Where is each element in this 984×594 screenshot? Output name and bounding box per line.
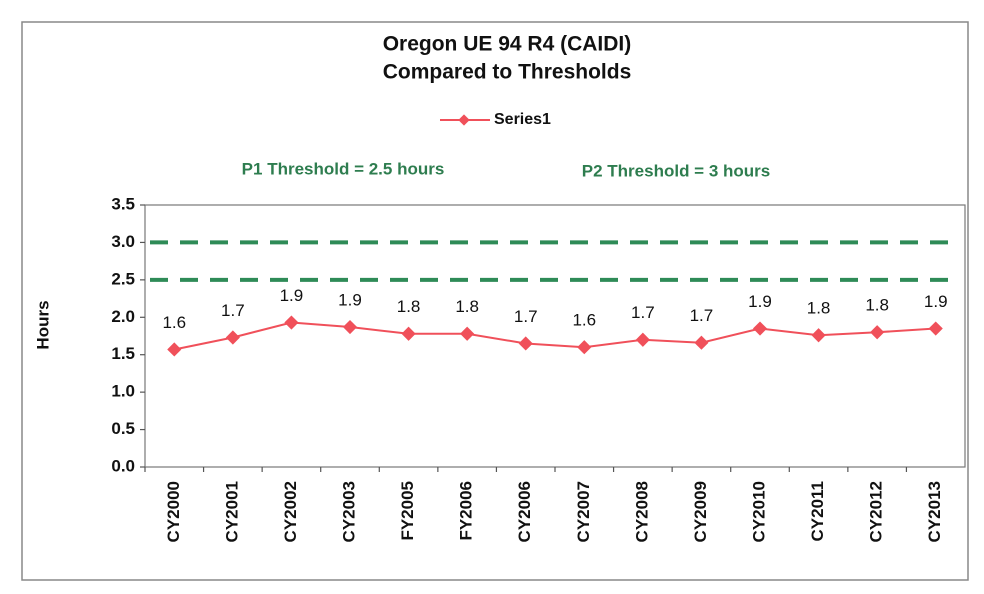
data-label: 1.7 — [631, 303, 655, 322]
x-tick-label: FY2006 — [457, 481, 476, 541]
chart-title: Oregon UE 94 R4 (CAIDI) — [383, 33, 632, 56]
data-label: 1.7 — [690, 306, 714, 325]
data-label: 1.9 — [280, 286, 304, 305]
y-tick-label: 0.0 — [111, 456, 135, 475]
data-label: 1.7 — [221, 301, 245, 320]
data-point — [401, 326, 416, 341]
y-tick-label: 3.0 — [111, 232, 135, 251]
annotation: P1 Threshold = 2.5 hours — [242, 159, 445, 178]
data-point — [577, 340, 592, 355]
chart-frame — [21, 21, 969, 581]
y-tick-label: 2.0 — [111, 307, 135, 326]
data-point — [870, 325, 885, 340]
data-label: 1.9 — [338, 291, 362, 310]
x-tick-label: CY2003 — [339, 481, 358, 542]
x-tick-label: CY2002 — [281, 481, 300, 542]
data-label: 1.6 — [162, 313, 186, 332]
data-point — [752, 321, 768, 336]
data-point — [167, 342, 182, 357]
y-axis-label: Hours — [33, 300, 52, 349]
y-tick-label: 2.5 — [111, 269, 135, 288]
y-tick-label: 1.0 — [111, 382, 135, 401]
data-point — [694, 335, 709, 350]
x-tick-label: CY2012 — [867, 481, 886, 542]
series-line — [174, 321, 936, 351]
data-label: 1.9 — [924, 292, 948, 311]
x-tick-label: CY2007 — [574, 481, 593, 542]
data-label: 1.8 — [397, 297, 421, 316]
data-label: 1.8 — [807, 299, 831, 318]
x-tick-label: CY2009 — [691, 481, 710, 542]
data-label: 1.7 — [514, 307, 538, 326]
data-point — [284, 315, 299, 330]
chart-subtitle: Compared to Thresholds — [383, 61, 632, 84]
x-tick-label: CY2013 — [925, 481, 944, 542]
x-tick-label: CY2001 — [222, 481, 241, 542]
y-tick-label: 1.5 — [111, 344, 135, 363]
x-tick-label: CY2010 — [749, 481, 768, 542]
x-tick-label: CY2011 — [808, 481, 827, 542]
x-tick-label: FY2005 — [398, 481, 417, 541]
legend-label: Series1 — [494, 111, 551, 128]
data-label: 1.9 — [748, 292, 772, 311]
data-label: 1.8 — [455, 297, 479, 316]
data-point — [225, 330, 240, 345]
y-tick-label: 3.5 — [111, 194, 135, 213]
x-tick-label: CY2008 — [632, 481, 651, 542]
data-point — [635, 332, 650, 347]
y-tick-label: 0.5 — [111, 419, 135, 438]
x-tick-label: CY2006 — [515, 481, 534, 542]
annotation: P2 Threshold = 3 hours — [582, 161, 770, 180]
data-label: 1.8 — [865, 296, 889, 315]
data-point — [342, 319, 358, 335]
data-point — [518, 336, 533, 351]
data-label: 1.6 — [572, 311, 596, 330]
data-point — [811, 328, 826, 343]
data-point — [460, 326, 475, 341]
data-point — [928, 321, 943, 336]
x-tick-label: CY2000 — [164, 481, 183, 542]
